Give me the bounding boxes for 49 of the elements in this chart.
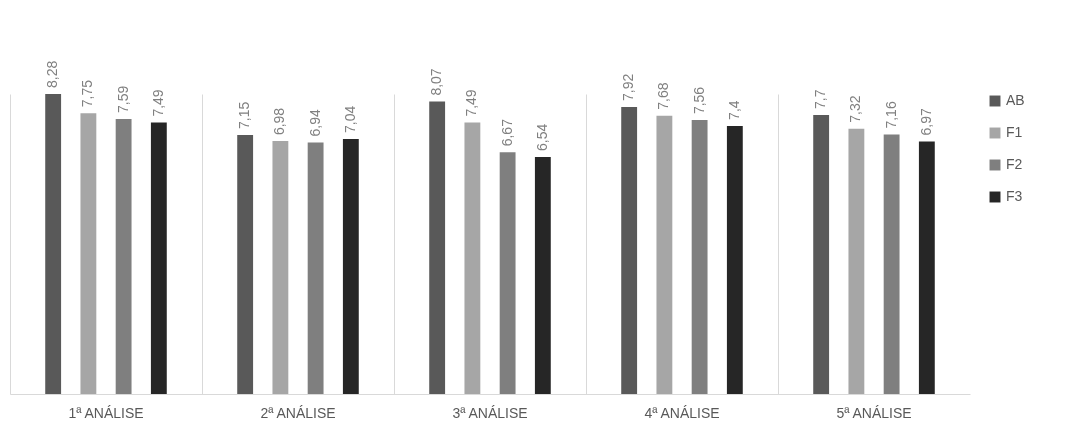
data-label: 6,94: [306, 109, 323, 137]
bar: [272, 141, 289, 394]
data-label: 7,49: [463, 89, 480, 117]
data-label: 7,75: [79, 79, 96, 108]
bar: [80, 113, 97, 394]
legend-label: F1: [1006, 124, 1023, 140]
bar: [726, 125, 743, 394]
data-label: 6,97: [917, 108, 934, 136]
bar: [534, 157, 551, 394]
data-label: 7,56: [690, 86, 707, 115]
data-label: 7,59: [114, 85, 131, 113]
bar: [115, 119, 132, 394]
x-tick-label: 1ª ANÁLISE: [68, 404, 144, 421]
x-tick-label: 3ª ANÁLISE: [452, 404, 528, 421]
bar: [45, 94, 62, 394]
bar: [848, 128, 865, 394]
legend-label: AB: [1006, 92, 1025, 108]
bar: [342, 138, 359, 394]
legend-label: F2: [1006, 156, 1023, 172]
bar: [918, 141, 935, 394]
bar: [621, 107, 638, 394]
data-label: 8,07: [428, 68, 445, 96]
x-tick-label: 4ª ANÁLISE: [644, 404, 720, 421]
data-label: 7,49: [149, 89, 166, 117]
bar: [464, 122, 481, 394]
data-label: 6,98: [271, 107, 288, 136]
bar: [307, 142, 324, 394]
bar: [150, 122, 167, 394]
data-label: 6,67: [498, 118, 515, 147]
bar: [499, 152, 516, 394]
data-label: 7,68: [655, 82, 672, 110]
x-tick-label: 5ª ANÁLISE: [836, 404, 912, 421]
bar: [691, 120, 708, 394]
data-label: 7,7: [812, 89, 829, 110]
x-tick-label: 2ª ANÁLISE: [260, 404, 336, 421]
data-label: 7,32: [847, 95, 864, 123]
data-label: 7,15: [236, 101, 253, 129]
bar: [429, 101, 446, 394]
data-label: 7,04: [341, 105, 358, 133]
data-label: 7,92: [620, 73, 637, 102]
legend-label: F3: [1006, 188, 1023, 204]
bar: [237, 134, 254, 394]
data-label: 7,16: [882, 101, 899, 129]
bar: [813, 115, 830, 394]
data-label: 8,28: [44, 60, 61, 88]
bar: [883, 134, 900, 394]
bar: [656, 115, 673, 394]
data-label: 7,4: [725, 100, 742, 120]
data-label: 6,54: [533, 123, 550, 152]
